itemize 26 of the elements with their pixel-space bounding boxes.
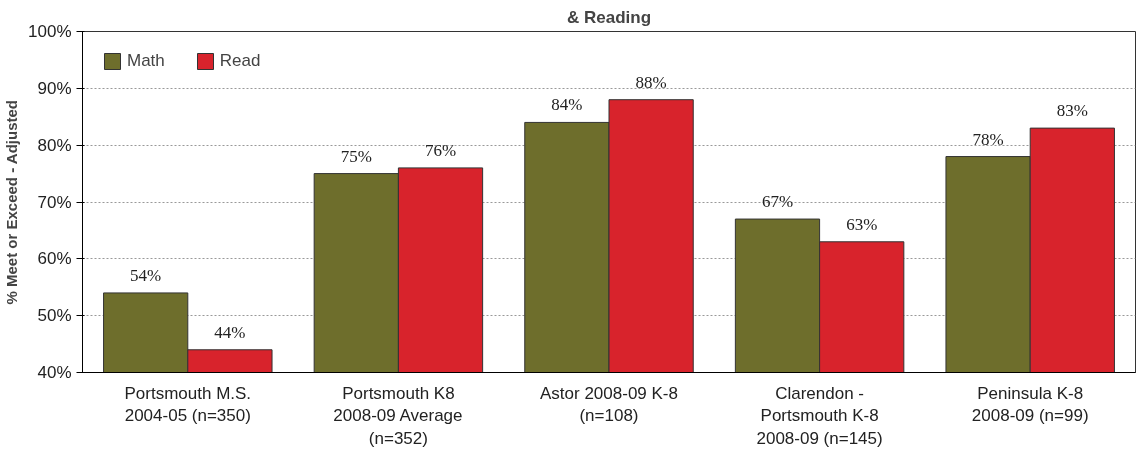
data-label: 78% <box>972 129 1004 149</box>
y-axis-title: % Meet or Exceed - Adjusted <box>3 100 21 305</box>
y-tick-label: 60% <box>37 249 72 269</box>
x-tick-label: Astor 2008-09 K-8 (n=108) <box>540 383 678 426</box>
data-label: 67% <box>761 192 794 212</box>
data-label: 83% <box>1056 101 1088 121</box>
x-tick-label: Peninsula K-8 2008-09 (n=99) <box>971 383 1089 426</box>
y-tick-label: 100% <box>28 22 72 41</box>
data-label: 84% <box>551 95 583 115</box>
data-label: 88% <box>635 72 667 92</box>
y-tick-label: 70% <box>37 192 72 212</box>
data-label: 44% <box>214 322 246 342</box>
x-tick-label: Clarendon - Portsmouth K-8 2008-09 (n=145) <box>756 383 883 449</box>
legend-label: Read <box>219 51 261 71</box>
legend-label: Math <box>127 51 165 71</box>
y-tick-label: 80% <box>37 135 72 155</box>
data-label: 63% <box>846 214 878 234</box>
data-label: 76% <box>424 140 457 160</box>
data-label: 75% <box>340 146 372 166</box>
x-tick-label: Portsmouth M.S. 2004-05 (n=350) <box>124 383 252 426</box>
y-tick-label: 50% <box>37 306 72 326</box>
chart-title: & Reading <box>566 7 652 27</box>
data-label: 54% <box>130 265 162 285</box>
y-tick-label: 40% <box>37 363 72 382</box>
x-tick-label: Portsmouth K8 2008-09 Average (n=352) <box>333 383 463 449</box>
y-tick-label: 90% <box>37 78 72 98</box>
